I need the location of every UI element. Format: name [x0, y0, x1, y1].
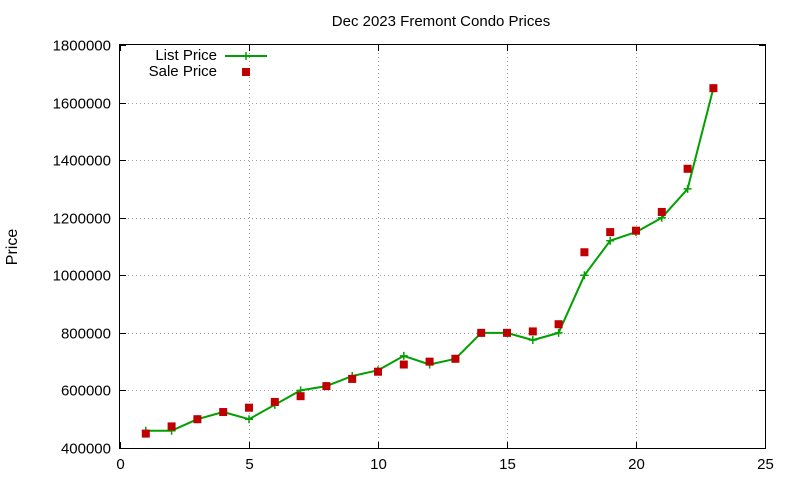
data-point-list-price — [399, 351, 408, 360]
chart-title: Dec 2023 Fremont Condo Prices — [332, 13, 550, 30]
y-tick-label: 1200000 — [53, 211, 111, 228]
legend-label-list-price: List Price — [155, 47, 217, 64]
data-point-list-price — [528, 336, 537, 345]
data-point-sale-price — [141, 429, 150, 438]
tick-labels: 0 5 10 15 20 25 400000 600000 800000 1000000 12000… — [53, 38, 774, 474]
data-point-sale-price — [193, 415, 202, 424]
y-tick-label: 400000 — [61, 441, 111, 458]
axis-ticks — [120, 45, 766, 449]
x-tick-label: 5 — [245, 456, 253, 473]
y-tick-label: 1800000 — [53, 38, 111, 55]
data-point-sale-price — [477, 328, 486, 337]
data-point-sale-price — [503, 328, 511, 337]
data-point-sale-price — [606, 228, 615, 237]
data-point-list-price — [580, 271, 589, 280]
data-point-sale-price — [528, 327, 537, 336]
data-point-sale-price — [425, 357, 434, 366]
data-point-list-price — [606, 236, 615, 245]
x-tick-label: 0 — [116, 456, 124, 473]
grid — [120, 45, 765, 448]
data-point-sale-price — [709, 84, 718, 93]
data-point-sale-price — [399, 360, 408, 369]
data-point-sale-price — [270, 397, 279, 406]
data-point-sale-price — [657, 207, 666, 216]
data-point-sale-price — [580, 248, 589, 257]
x-tick-label: 20 — [628, 456, 645, 473]
legend-marker-sale-price — [242, 68, 250, 76]
data-point-sale-price — [683, 164, 692, 173]
legend-marker-shape — [242, 52, 250, 60]
y-axis-label: Price — [4, 229, 21, 266]
data-point-sale-price — [245, 403, 253, 412]
y-tick-label: 1400000 — [53, 153, 111, 170]
legend-marker-list-price — [242, 52, 250, 60]
legend: List Price Sale Price — [149, 47, 267, 80]
plot-frame — [119, 44, 766, 449]
y-tick-label: 1000000 — [53, 268, 111, 285]
y-tick-label: 600000 — [61, 383, 111, 400]
series-line-list-price — [145, 87, 715, 432]
data-point-sale-price — [296, 392, 305, 401]
x-tick-label: 15 — [499, 456, 516, 473]
data-point-sale-price — [219, 408, 228, 417]
y-tick-label: 1600000 — [53, 96, 111, 113]
data-point-sale-price — [632, 226, 640, 235]
data-point-sale-price — [451, 354, 460, 363]
data-point-sale-price — [554, 320, 563, 329]
legend-marker-shape — [242, 68, 250, 76]
plot-area — [141, 84, 718, 438]
x-tick-label: 10 — [370, 456, 387, 473]
data-point-list-price — [683, 184, 692, 193]
data-point-sale-price — [167, 422, 176, 431]
y-tick-label: 800000 — [61, 326, 111, 343]
data-point-sale-price — [374, 367, 382, 376]
x-tick-label: 25 — [757, 456, 774, 473]
data-point-list-price — [245, 415, 253, 424]
data-point-sale-price — [322, 382, 331, 391]
data-point-sale-price — [348, 374, 357, 383]
data-point-list-price — [554, 328, 563, 337]
legend-label-sale-price: Sale Price — [149, 63, 217, 80]
